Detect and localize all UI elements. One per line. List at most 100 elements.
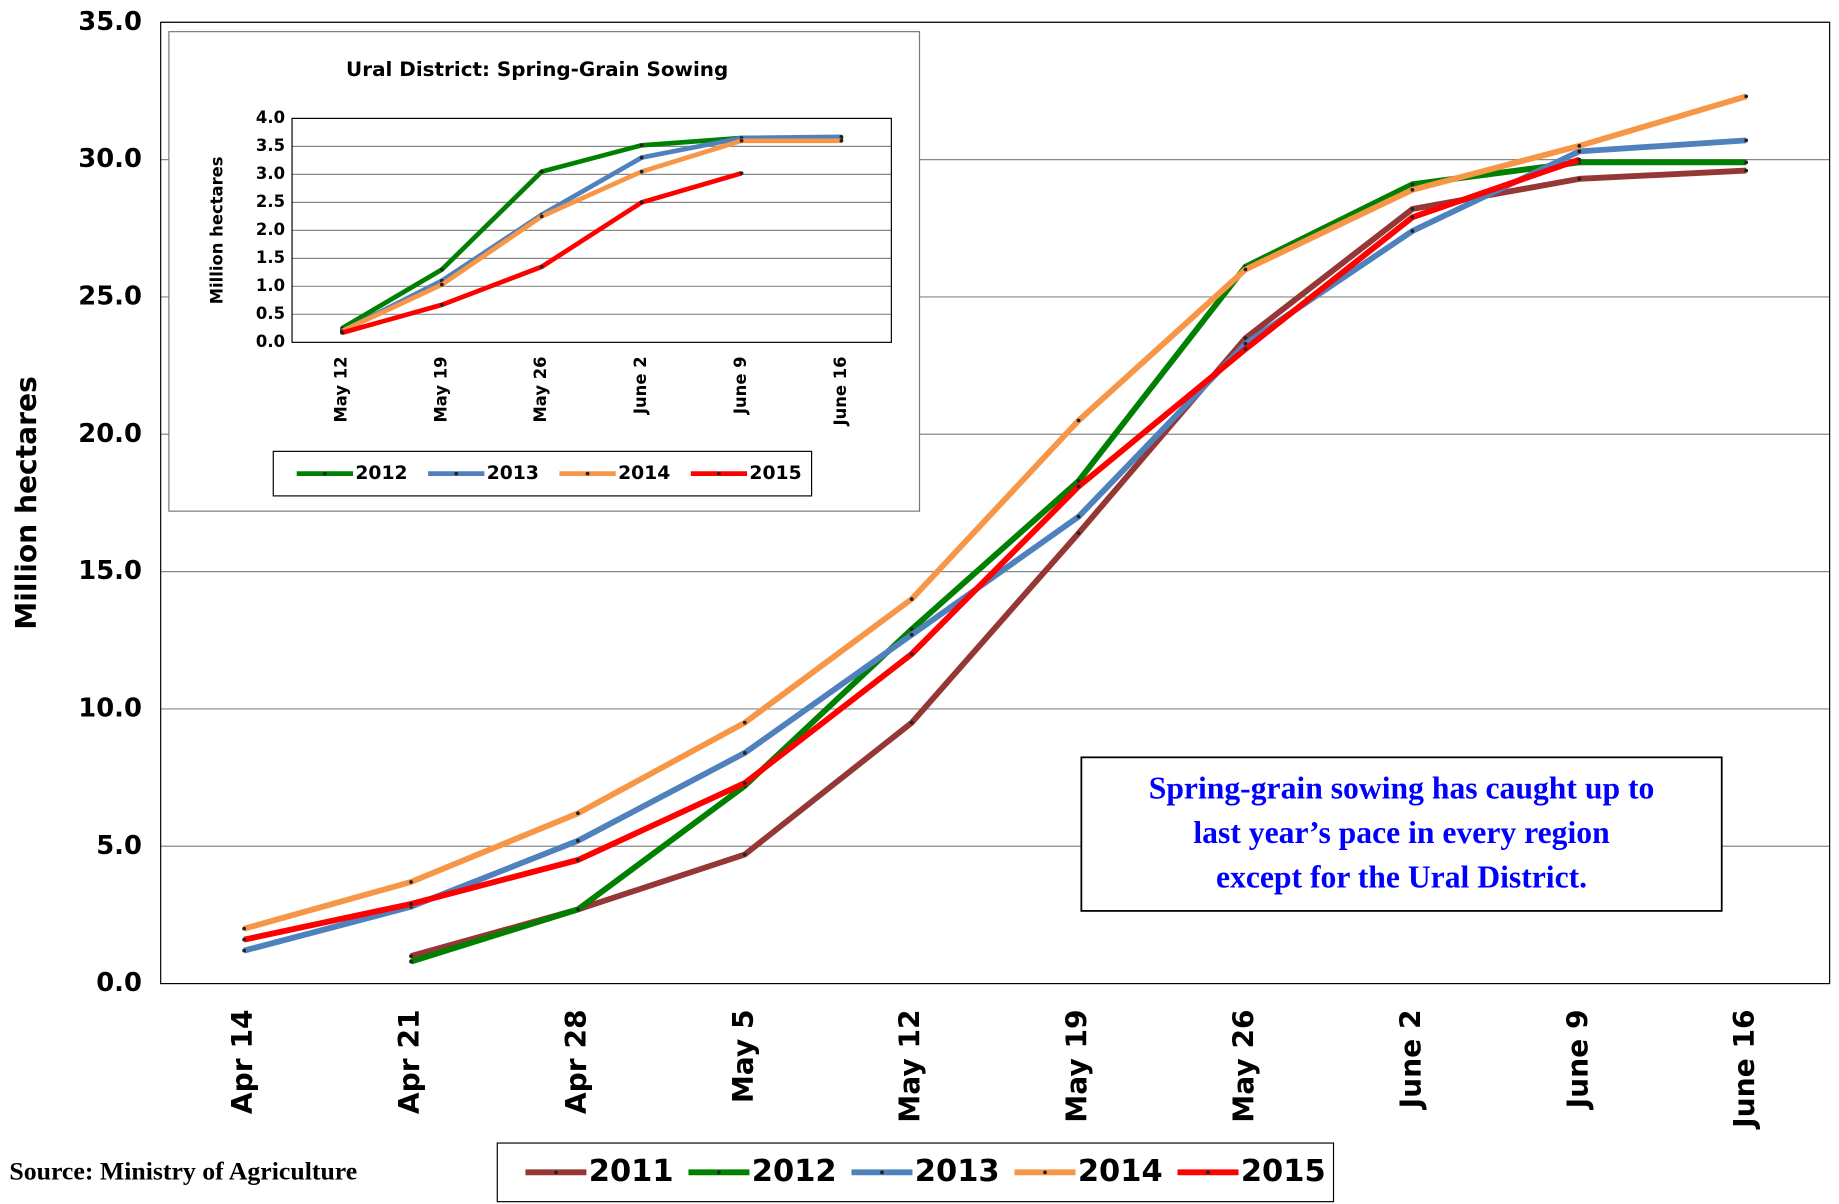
inset-frame — [168, 31, 921, 512]
x-tick-label: May 19 — [431, 356, 450, 422]
legend-label: 2015 — [1241, 1154, 1326, 1189]
data-point — [742, 852, 747, 857]
data-point — [742, 751, 747, 755]
data-point — [409, 959, 413, 964]
legend-marker — [554, 1170, 558, 1175]
data-point — [539, 214, 544, 219]
y-tick-label: 1.5 — [256, 248, 285, 267]
data-point — [1076, 531, 1081, 536]
data-point — [409, 954, 413, 959]
annotation: Spring-grain sowing has caught up to — [1149, 771, 1655, 806]
x-tick-label: June 9 — [1561, 1009, 1594, 1110]
data-point — [909, 597, 914, 601]
data-point — [1076, 418, 1081, 423]
legend-marker — [1043, 1170, 1047, 1175]
x-tick-label: May 5 — [727, 1009, 760, 1103]
data-point — [1410, 215, 1415, 220]
series-line — [340, 134, 842, 334]
y-tick-label: 1.0 — [256, 276, 285, 295]
data-point — [639, 200, 644, 205]
x-tick-label: June 9 — [731, 356, 750, 415]
x-tick-label: May 26 — [1227, 1009, 1260, 1122]
y-tick-label: 25.0 — [78, 281, 142, 311]
data-point — [242, 926, 247, 931]
y-tick-label: 3.5 — [256, 136, 285, 155]
data-point — [909, 652, 914, 656]
data-point — [742, 720, 747, 725]
data-point — [340, 330, 344, 335]
y-tick-label: 2.0 — [256, 220, 285, 239]
data-point — [1076, 514, 1081, 519]
x-tick-label: Apr 28 — [560, 1009, 593, 1114]
data-point — [576, 838, 580, 843]
data-point — [909, 632, 914, 637]
data-point — [539, 169, 544, 174]
x-tick-label: May 12 — [894, 1009, 927, 1122]
x-tick-label: Apr 14 — [226, 1009, 259, 1114]
annotation-box — [1080, 756, 1723, 912]
legend-label: 2012 — [355, 463, 407, 484]
legend-marker — [717, 1170, 721, 1175]
x-tick-label: June 16 — [1728, 1009, 1761, 1129]
legend-label: 2012 — [752, 1154, 837, 1189]
data-point — [1577, 143, 1582, 148]
x-tick-label: May 19 — [1061, 1009, 1094, 1122]
legend-label: 2014 — [1078, 1154, 1163, 1189]
x-tick-label: June 2 — [631, 356, 650, 415]
data-point — [1744, 168, 1749, 173]
y-tick-label: 2.5 — [256, 192, 285, 211]
data-point — [439, 267, 444, 272]
y-tick-label: 0.5 — [256, 304, 285, 323]
data-point — [639, 143, 644, 148]
data-point — [739, 138, 744, 143]
y-axis-label: Million hectares — [10, 376, 43, 630]
annotation: except for the Ural District. — [1216, 860, 1587, 895]
y-tick-label: 30.0 — [78, 144, 142, 174]
data-point — [1744, 138, 1749, 143]
data-point — [242, 937, 247, 942]
data-point — [839, 138, 844, 143]
y-tick-label: 0.0 — [96, 968, 142, 998]
legend-marker — [454, 471, 459, 476]
data-point — [576, 811, 580, 816]
data-point — [1243, 347, 1248, 352]
legend-marker — [880, 1170, 884, 1175]
data-point — [409, 880, 413, 884]
data-point — [539, 264, 544, 269]
data-point — [1744, 160, 1749, 165]
annotation: last year’s pace in every region — [1193, 815, 1610, 850]
x-tick-label: Apr 21 — [393, 1009, 426, 1114]
data-point — [1243, 341, 1248, 346]
data-point — [409, 902, 413, 906]
legend-label: 2014 — [618, 463, 670, 484]
y-tick-label: 15.0 — [78, 556, 142, 586]
data-point — [1410, 207, 1415, 211]
plot-frame — [291, 117, 892, 343]
y-tick-label: 3.0 — [256, 164, 285, 183]
data-point — [1577, 157, 1582, 162]
x-tick-label: June 16 — [831, 356, 850, 426]
data-point — [1410, 229, 1415, 233]
data-point — [639, 169, 644, 174]
data-point — [1410, 182, 1415, 187]
legend-marker — [717, 471, 721, 476]
source: Source: Ministry of Agriculture — [9, 1156, 357, 1185]
y-tick-label: 0.0 — [256, 332, 285, 351]
data-point — [439, 302, 444, 307]
legend-marker — [585, 471, 590, 476]
data-point — [576, 907, 580, 912]
data-point — [576, 858, 580, 862]
data-point — [1744, 94, 1749, 99]
x-tick-label: May 12 — [331, 356, 350, 422]
y-axis-label: Million hectares — [208, 156, 227, 304]
series-line — [340, 138, 842, 334]
legend-label: 2013 — [915, 1154, 1000, 1189]
y-tick-label: 5.0 — [96, 831, 142, 861]
data-point — [909, 627, 914, 632]
data-point — [742, 781, 747, 785]
data-point — [1076, 484, 1081, 489]
data-point — [739, 171, 744, 176]
data-point — [439, 282, 444, 287]
